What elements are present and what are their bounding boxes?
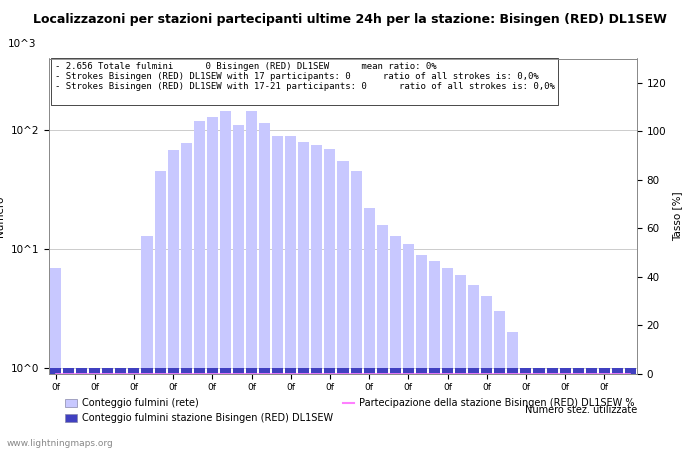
- Bar: [102, 368, 113, 450]
- Bar: [625, 368, 636, 450]
- Bar: [442, 368, 453, 450]
- Bar: [612, 368, 623, 450]
- Bar: [285, 368, 296, 450]
- Bar: [455, 275, 466, 450]
- Bar: [351, 171, 362, 450]
- Bar: [272, 368, 284, 450]
- Bar: [390, 368, 401, 450]
- Bar: [259, 123, 270, 450]
- Bar: [559, 368, 570, 450]
- Bar: [155, 171, 166, 450]
- Bar: [312, 368, 323, 450]
- Text: Numero stez. utilizzate: Numero stez. utilizzate: [525, 405, 637, 415]
- Bar: [416, 255, 427, 450]
- Bar: [194, 368, 205, 450]
- Bar: [50, 267, 61, 450]
- Bar: [63, 368, 74, 450]
- Bar: [337, 161, 349, 450]
- Bar: [259, 368, 270, 450]
- Bar: [377, 368, 388, 450]
- Bar: [416, 368, 427, 450]
- Bar: [559, 368, 570, 450]
- Bar: [442, 267, 453, 450]
- Bar: [612, 368, 623, 450]
- Bar: [468, 368, 480, 450]
- Bar: [468, 285, 480, 450]
- Bar: [246, 368, 257, 450]
- Bar: [351, 368, 362, 450]
- Bar: [206, 368, 218, 450]
- Bar: [128, 368, 139, 450]
- Bar: [116, 368, 127, 450]
- Text: 10^3: 10^3: [8, 39, 36, 49]
- Bar: [167, 368, 178, 450]
- Bar: [337, 368, 349, 450]
- Bar: [206, 117, 218, 450]
- Bar: [63, 368, 74, 450]
- Bar: [402, 244, 414, 450]
- Bar: [363, 368, 374, 450]
- Bar: [547, 368, 558, 450]
- Bar: [363, 208, 374, 450]
- Bar: [533, 368, 545, 450]
- Bar: [455, 368, 466, 450]
- Bar: [402, 368, 414, 450]
- Bar: [233, 368, 244, 450]
- Bar: [520, 368, 531, 450]
- Bar: [116, 368, 127, 450]
- Bar: [141, 368, 153, 450]
- Bar: [508, 332, 519, 450]
- Bar: [89, 368, 100, 450]
- Bar: [167, 150, 178, 450]
- Bar: [573, 368, 584, 450]
- Bar: [155, 368, 166, 450]
- Bar: [194, 121, 205, 450]
- Bar: [324, 148, 335, 450]
- Bar: [89, 368, 100, 450]
- Bar: [272, 135, 284, 450]
- Bar: [494, 368, 505, 450]
- Bar: [481, 297, 492, 450]
- Y-axis label: Numero: Numero: [0, 195, 5, 237]
- Bar: [298, 368, 309, 450]
- Bar: [181, 368, 192, 450]
- Bar: [298, 142, 309, 450]
- Bar: [246, 111, 257, 450]
- Text: - 2.656 Totale fulmini      0 Bisingen (RED) DL1SEW      mean ratio: 0%
- Stroke: - 2.656 Totale fulmini 0 Bisingen (RED) …: [55, 62, 555, 102]
- Legend: Conteggio fulmini (rete), Conteggio fulmini stazione Bisingen (RED) DL1SEW, Part: Conteggio fulmini (rete), Conteggio fulm…: [62, 395, 638, 427]
- Bar: [128, 368, 139, 450]
- Bar: [220, 368, 231, 450]
- Bar: [76, 368, 88, 450]
- Bar: [324, 368, 335, 450]
- Bar: [586, 368, 597, 450]
- Bar: [573, 368, 584, 450]
- Text: www.lightningmaps.org: www.lightningmaps.org: [7, 439, 113, 448]
- Bar: [481, 368, 492, 450]
- Bar: [50, 368, 61, 450]
- Bar: [625, 368, 636, 450]
- Bar: [390, 235, 401, 450]
- Bar: [598, 368, 610, 450]
- Bar: [181, 143, 192, 450]
- Bar: [220, 111, 231, 450]
- Bar: [520, 368, 531, 450]
- Bar: [547, 368, 558, 450]
- Y-axis label: Tasso [%]: Tasso [%]: [672, 191, 682, 241]
- Bar: [76, 368, 88, 450]
- Bar: [533, 368, 545, 450]
- Bar: [285, 135, 296, 450]
- Bar: [233, 125, 244, 450]
- Bar: [494, 311, 505, 450]
- Bar: [377, 225, 388, 450]
- Bar: [429, 261, 440, 450]
- Bar: [312, 145, 323, 450]
- Text: Localizzazoni per stazioni partecipanti ultime 24h per la stazione: Bisingen (RE: Localizzazoni per stazioni partecipanti …: [33, 14, 667, 27]
- Bar: [429, 368, 440, 450]
- Bar: [586, 368, 597, 450]
- Bar: [508, 368, 519, 450]
- Bar: [102, 368, 113, 450]
- Bar: [598, 368, 610, 450]
- Bar: [141, 235, 153, 450]
